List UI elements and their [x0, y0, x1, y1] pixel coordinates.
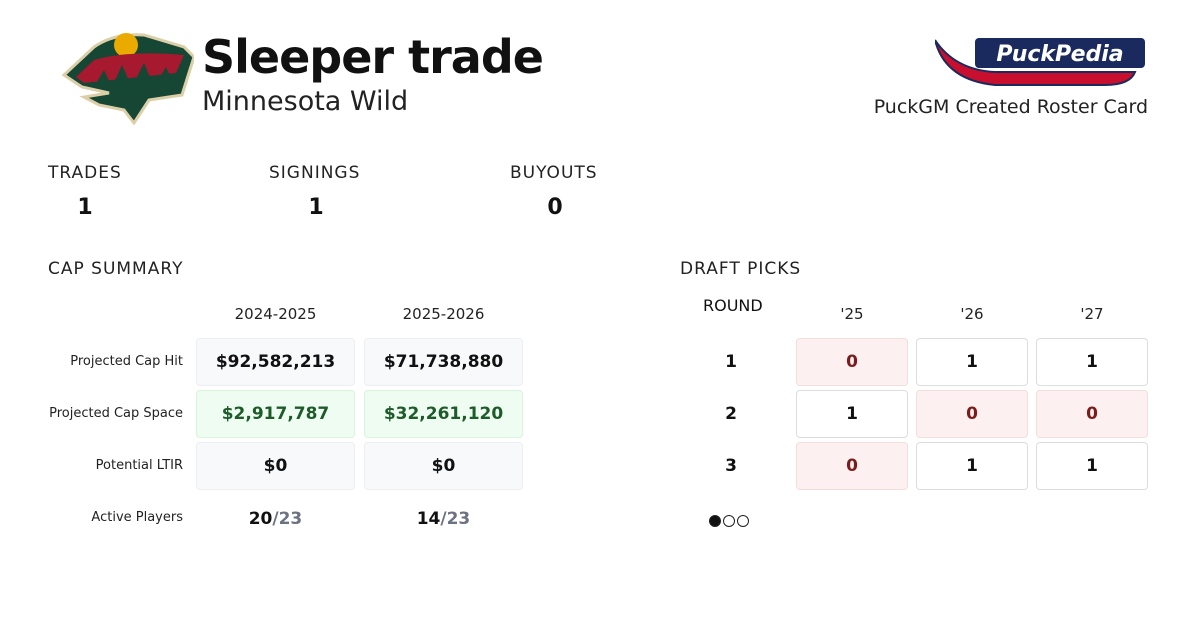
draft-picks-title: DRAFT PICKS [680, 259, 802, 279]
year-header: '25 [840, 305, 864, 323]
signings-label: SIGNINGS [269, 163, 361, 183]
draft-pick-cell: 0 [916, 390, 1028, 438]
season-header: 2025-2026 [402, 305, 485, 323]
pagination-dots[interactable] [709, 512, 751, 531]
round-number: 3 [725, 456, 737, 476]
draft-pick-cell: 0 [796, 338, 908, 386]
ltir-cell: $0 [196, 442, 355, 490]
team-logo [61, 33, 194, 125]
draft-pick-cell: 0 [796, 442, 908, 490]
active-players-value: 20/23 [248, 509, 303, 529]
round-number: 2 [725, 404, 737, 424]
page-dot[interactable] [723, 515, 735, 527]
season-header: 2024-2025 [234, 305, 317, 323]
page-dot[interactable] [737, 515, 749, 527]
cap-hit-cell: $92,582,213 [196, 338, 355, 386]
svg-text:PuckPedia: PuckPedia [996, 42, 1123, 67]
page-title: Sleeper trade [202, 30, 544, 84]
team-name: Minnesota Wild [202, 86, 409, 117]
trades-label: TRADES [48, 163, 122, 183]
row-label: Projected Cap Hit [70, 354, 183, 369]
active-players-value: 14/23 [416, 509, 471, 529]
ltir-cell: $0 [364, 442, 523, 490]
row-label: Active Players [91, 510, 183, 525]
draft-pick-cell: 1 [916, 338, 1028, 386]
cap-space-cell: $32,261,120 [364, 390, 523, 438]
draft-pick-cell: 1 [1036, 442, 1148, 490]
row-label: Potential LTIR [95, 458, 183, 473]
round-number: 1 [725, 352, 737, 372]
draft-pick-cell: 1 [796, 390, 908, 438]
year-header: '26 [960, 305, 984, 323]
signings-value: 1 [308, 195, 324, 220]
brand-caption: PuckGM Created Roster Card [873, 96, 1148, 118]
year-header: '27 [1080, 305, 1104, 323]
cap-hit-cell: $71,738,880 [364, 338, 523, 386]
row-label: Projected Cap Space [49, 406, 183, 421]
round-header: ROUND [703, 296, 763, 315]
cap-space-cell: $2,917,787 [196, 390, 355, 438]
draft-pick-cell: 0 [1036, 390, 1148, 438]
trades-value: 1 [77, 195, 93, 220]
puckpedia-logo: PuckPedia [935, 38, 1145, 86]
buyouts-value: 0 [547, 195, 563, 220]
draft-pick-cell: 1 [1036, 338, 1148, 386]
page-dot-active[interactable] [709, 515, 721, 527]
draft-pick-cell: 1 [916, 442, 1028, 490]
cap-summary-title: CAP SUMMARY [48, 259, 184, 279]
buyouts-label: BUYOUTS [510, 163, 598, 183]
